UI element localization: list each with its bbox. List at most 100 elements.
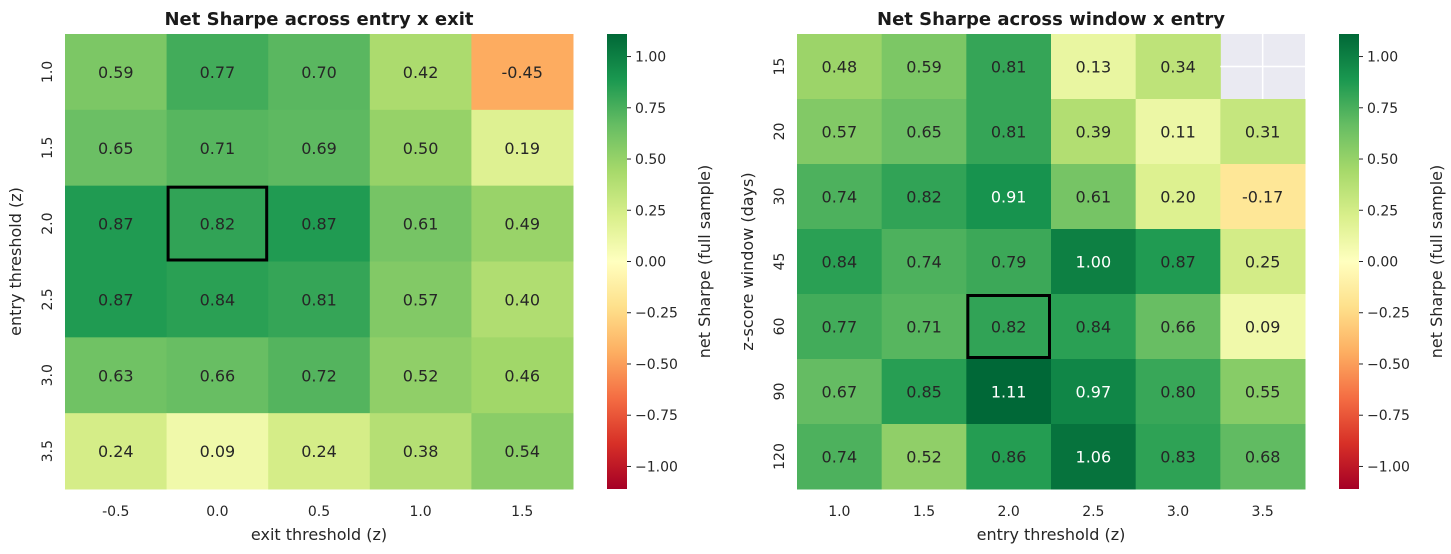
cell-value-label: 1.06: [1076, 448, 1112, 467]
cell-value-label: -0.17: [1242, 188, 1283, 207]
heatmap-cell: [797, 34, 883, 100]
heatmap-cell: [268, 34, 371, 111]
colorbar: [607, 34, 627, 489]
cell-value-label: 0.31: [1245, 123, 1281, 142]
cell-value-label: 0.59: [906, 58, 942, 77]
cell-value-label: 0.66: [200, 366, 236, 385]
y-tick-label: 30: [772, 188, 788, 206]
heatmap-cell: [1051, 359, 1137, 425]
x-axis-label: entry threshold (z): [977, 525, 1126, 544]
chart-title: Net Sharpe across entry x exit: [164, 9, 473, 30]
heatmap-cell: [881, 99, 967, 165]
heatmap-cell: [369, 261, 472, 338]
chart-title: Net Sharpe across window x entry: [877, 9, 1225, 30]
heatmap-cell: [1051, 294, 1137, 360]
colorbar-tick-label: −0.50: [635, 357, 678, 373]
cell-value-label: 0.81: [991, 123, 1027, 142]
cell-value-label: 0.87: [98, 215, 134, 234]
colorbar: [1339, 34, 1359, 489]
heatmap-cell: [881, 424, 967, 490]
heatmap-cell: [65, 185, 168, 262]
y-tick-label: 90: [772, 383, 788, 401]
heatmap-cell: [471, 34, 574, 111]
heatmap-cell: [797, 294, 883, 360]
cell-value-label: 0.65: [98, 139, 134, 158]
cell-value-label: 0.55: [1245, 383, 1281, 402]
heatmap-cell: [268, 413, 371, 490]
x-tick-label: 0.5: [308, 504, 330, 520]
cell-value-label: 0.52: [403, 366, 439, 385]
colorbar-tick-label: −0.25: [635, 306, 678, 322]
heatmap-cell: [881, 229, 967, 295]
cell-value-label: 0.85: [906, 383, 942, 402]
heatmap-cell: [166, 261, 269, 338]
heatmap-cell: [471, 413, 574, 490]
cell-value-label: 0.25: [1245, 253, 1281, 272]
heatmap-cell: [166, 337, 269, 414]
colorbar-label: net Sharpe (full sample): [1427, 165, 1446, 359]
cell-value-label: 0.34: [1160, 58, 1196, 77]
cell-value-label: 0.68: [1245, 448, 1281, 467]
cell-value-label: 0.49: [504, 215, 540, 234]
heatmap-cell: [471, 185, 574, 262]
heatmap-cell: [369, 337, 472, 414]
colorbar-tick-label: −1.00: [1367, 459, 1410, 475]
cell-value-label: 0.87: [301, 215, 337, 234]
heatmap-cell: [966, 164, 1052, 230]
cell-value-label: -0.45: [501, 63, 542, 82]
colorbar-tick-label: 0.25: [1367, 203, 1398, 219]
heatmap-cell: [1051, 99, 1137, 165]
cell-value-label: 0.91: [991, 188, 1027, 207]
x-tick-label: 2.0: [998, 504, 1020, 520]
cell-value-label: 0.50: [403, 139, 439, 158]
cell-value-label: 0.13: [1076, 58, 1112, 77]
cell-value-label: 0.20: [1160, 188, 1196, 207]
cell-value-label: 0.61: [1076, 188, 1112, 207]
colorbar-tick-label: 0.25: [635, 203, 666, 219]
heatmap-cell: [471, 337, 574, 414]
colorbar-tick-label: −0.75: [635, 408, 678, 424]
heatmap-cell: [166, 185, 269, 262]
cell-value-label: 0.80: [1160, 383, 1196, 402]
highlight-box: [166, 185, 269, 262]
heatmap-cell: [966, 359, 1052, 425]
heatmap-cell: [1135, 424, 1221, 490]
cell-value-label: 0.77: [822, 318, 858, 337]
heatmap-cell: [471, 109, 574, 187]
y-axis-label: entry threshold (z): [6, 187, 25, 336]
heatmap-cell: [1051, 34, 1137, 100]
heatmap-cell: [1220, 99, 1306, 165]
cell-value-label: 0.24: [98, 442, 134, 461]
cell-value-label: 0.74: [822, 448, 858, 467]
heatmap-cell: [1051, 424, 1137, 490]
heatmap-cell: [881, 164, 967, 230]
cell-value-label: 0.86: [991, 448, 1027, 467]
heatmap-cell: [1220, 229, 1306, 295]
cell-value-label: 0.81: [991, 58, 1027, 77]
heatmap-cell: [966, 229, 1052, 295]
y-tick-label: 60: [772, 318, 788, 336]
heatmap-cell: [1051, 229, 1137, 295]
cell-value-label: 0.59: [98, 63, 134, 82]
colorbar-tick-label: 0.50: [635, 152, 666, 168]
x-tick-label: 1.5: [913, 504, 935, 520]
colorbar-tick-label: −0.50: [1367, 357, 1410, 373]
cell-value-label: 0.71: [200, 139, 236, 158]
colorbar-tick-label: 0.75: [635, 101, 666, 117]
heatmap-cell: [471, 261, 574, 338]
cell-value-label: 0.11: [1160, 123, 1196, 142]
heatmap-cell: [1220, 359, 1306, 425]
heatmap-cell: [369, 109, 472, 187]
heatmap-cell: [1135, 164, 1221, 230]
heatmap-cell: [268, 109, 371, 187]
cell-value-label: 1.11: [991, 383, 1027, 402]
heatmap-cell: [166, 34, 269, 111]
cell-value-label: 0.77: [200, 63, 236, 82]
cell-value-label: 0.09: [200, 442, 236, 461]
cell-value-label: 0.84: [200, 290, 236, 309]
heatmap-cell: [1135, 34, 1221, 100]
x-tick-label: -0.5: [102, 504, 129, 520]
cell-value-label: 0.57: [822, 123, 858, 142]
cell-value-label: 0.54: [504, 442, 540, 461]
heatmap-cell: [166, 109, 269, 187]
